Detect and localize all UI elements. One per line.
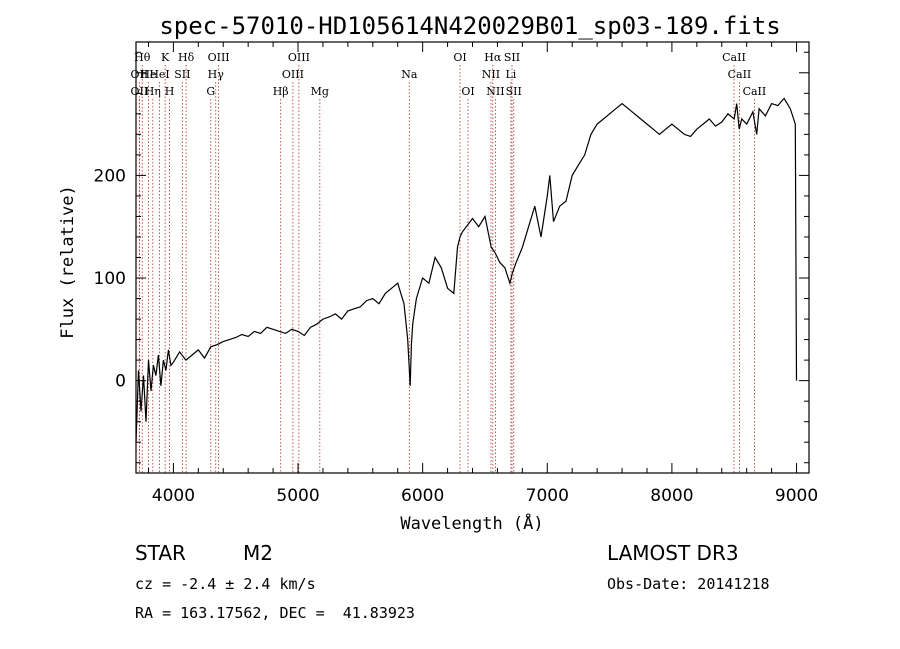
line-label: Hθ: [134, 51, 151, 64]
line-label: CaII: [743, 85, 767, 98]
object-subclass: M2: [243, 541, 273, 565]
line-label: OI: [461, 85, 474, 98]
y-axis-ticks: 0 100 200: [94, 51, 809, 464]
x-axis-ticks: 4000 5000 6000 7000 8000 9000: [147, 42, 818, 506]
x-tick-label: 8000: [650, 486, 693, 506]
spectrum-line: [135, 97, 798, 443]
line-label: Hα: [484, 51, 502, 64]
line-label: NII: [482, 68, 500, 81]
line-label: OIII: [208, 51, 230, 64]
x-tick-label: 9000: [775, 486, 818, 506]
line-label: Mg: [311, 85, 329, 98]
line-label: OII: [131, 68, 149, 81]
y-tick-label: 0: [115, 372, 126, 392]
x-tick-label: 7000: [526, 486, 569, 506]
line-label: Hβ: [273, 85, 289, 98]
line-label: OII: [131, 85, 149, 98]
line-label: CaII: [722, 51, 746, 64]
line-label: Na: [401, 68, 418, 81]
chart-title: spec-57010-HD105614N420029B01_sp03-189.f…: [159, 12, 780, 40]
y-axis-label: Flux (relative): [58, 185, 78, 339]
redshift-cz: cz = -2.4 ± 2.4 km/s: [135, 575, 316, 593]
line-label: OIII: [282, 68, 304, 81]
line-label: Hδ: [178, 51, 195, 64]
line-label: OIII: [288, 51, 310, 64]
line-label: SII: [504, 51, 520, 64]
x-tick-label: 4000: [152, 486, 195, 506]
line-label: G: [206, 85, 215, 98]
line-label: Li: [505, 68, 516, 81]
observation-date: Obs-Date: 20141218: [607, 575, 770, 593]
line-label: HeI: [149, 68, 169, 81]
line-label: CaII: [728, 68, 752, 81]
line-label: SII: [174, 68, 190, 81]
y-tick-label: 100: [94, 269, 126, 289]
ra-dec: RA = 163.17562, DEC = 41.83923: [135, 604, 415, 622]
plot-frame: [135, 41, 810, 474]
object-class: STAR: [135, 541, 186, 565]
line-label: SII: [506, 85, 522, 98]
line-markers: [138, 65, 755, 473]
x-axis-label: Wavelength (Å): [400, 512, 543, 534]
line-label: NII: [486, 85, 504, 98]
line-labels: HθOIIOIIHeHηHeIKHSIIHδGHγOIIIHβOIIIOIIIM…: [131, 51, 767, 98]
line-label: Hη: [145, 85, 161, 98]
y-tick-label: 200: [94, 166, 126, 186]
x-tick-label: 6000: [401, 486, 444, 506]
line-label: Hγ: [208, 68, 225, 81]
survey-name: LAMOST DR3: [607, 541, 739, 565]
line-label: He: [140, 68, 156, 81]
line-label: K: [161, 51, 170, 64]
line-label: OI: [453, 51, 466, 64]
line-label: H: [165, 85, 175, 98]
x-tick-label: 5000: [276, 486, 319, 506]
